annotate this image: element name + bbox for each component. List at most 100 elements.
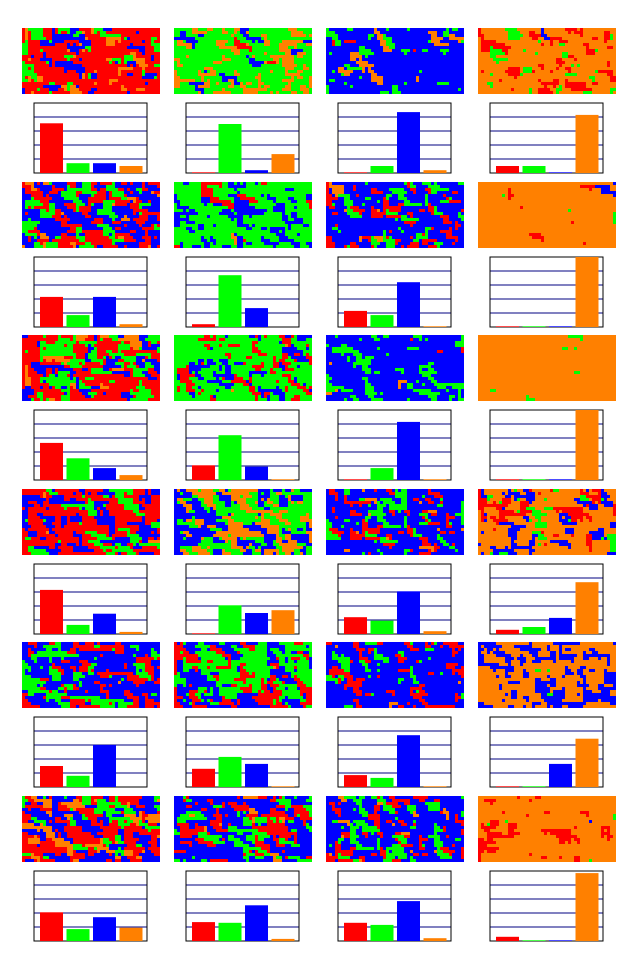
map-pixel [523,49,526,52]
map-pixel [389,91,392,94]
map-pixel [279,657,285,660]
map-pixel [541,510,556,513]
map-pixel [356,365,362,368]
map-pixel [282,368,285,371]
map-pixel [401,386,407,389]
map-pixel [240,666,243,669]
map-pixel [395,245,401,248]
map-pixel [413,531,416,534]
map-pixel [189,215,207,218]
map-pixel [186,40,198,43]
map-pixel [64,684,73,687]
map-pixel [288,236,312,239]
map-pixel [94,70,97,73]
map-pixel [192,705,207,708]
map-pixel [377,663,380,666]
map-pixel [326,495,335,498]
map-pixel [216,681,243,684]
map-pixel [371,188,377,191]
map-pixel [234,85,240,88]
map-pixel [177,371,189,374]
map-pixel [73,645,94,648]
map-pixel [219,678,234,681]
map-pixel [449,34,455,37]
map-pixel [61,194,76,197]
map-pixel [461,504,464,507]
map-pixel [544,534,553,537]
map-pixel [67,516,70,519]
map-pixel [255,675,270,678]
map-pixel [79,239,85,242]
map-pixel [437,549,455,552]
map-pixel [428,368,434,371]
map-pixel [326,215,350,218]
map-pixel [607,40,616,43]
map-pixel [177,489,180,492]
map-pixel [55,543,61,546]
map-pixel [64,495,82,498]
map-pixel [22,55,31,58]
map-pixel [252,64,261,67]
map-pixel [306,194,312,197]
map-pixel [201,699,204,702]
map-pixel [112,82,145,85]
map-pixel [374,52,404,55]
map-pixel [49,690,52,693]
map-pixel [395,239,401,242]
map-pixel [97,182,100,185]
map-pixel [344,495,347,498]
map-pixel [40,182,43,185]
map-pixel [291,672,312,675]
map-pixel [124,368,133,371]
map-pixel [279,642,294,645]
map-pixel [154,395,160,398]
map-pixel [174,182,183,185]
map-pixel [306,242,312,245]
map-pixel [487,513,499,516]
map-pixel [243,495,252,498]
map-pixel [398,227,401,230]
map-pixel [335,507,377,510]
map-pixel [207,687,210,690]
map-pixel [222,654,231,657]
map-pixel [31,669,49,672]
map-pixel [562,52,568,55]
map-pixel [112,537,115,540]
map-pixel [228,534,231,537]
map-pixel [198,543,231,546]
map-pixel [222,365,225,368]
map-pixel [219,675,240,678]
map-pixel [404,194,425,197]
map-pixel [428,395,437,398]
map-pixel [452,230,464,233]
map-pixel [177,386,180,389]
map-pixel [243,182,246,185]
map-pixel [70,666,76,669]
map-pixel [58,191,61,194]
map-pixel [478,377,616,380]
map-pixel [523,206,616,209]
map-pixel [234,82,240,85]
map-pixel [365,389,374,392]
map-pixel [76,498,88,501]
map-pixel [461,218,464,221]
map-pixel [326,642,332,645]
map-pixel [583,31,604,34]
map-pixel [243,666,273,669]
map-pixel [174,654,198,657]
map-pixel [40,359,43,362]
map-pixel [148,678,151,681]
chart-cell [22,182,160,327]
map-pixel [222,203,234,206]
map-pixel [279,510,288,513]
map-pixel [22,218,28,221]
map-pixel [303,651,309,654]
map-pixel [61,657,64,660]
map-pixel [243,681,246,684]
map-pixel [151,492,160,495]
map-pixel [285,85,291,88]
map-pixel [112,350,118,353]
map-pixel [273,392,285,395]
map-pixel [100,546,115,549]
map-pixel [112,338,118,341]
